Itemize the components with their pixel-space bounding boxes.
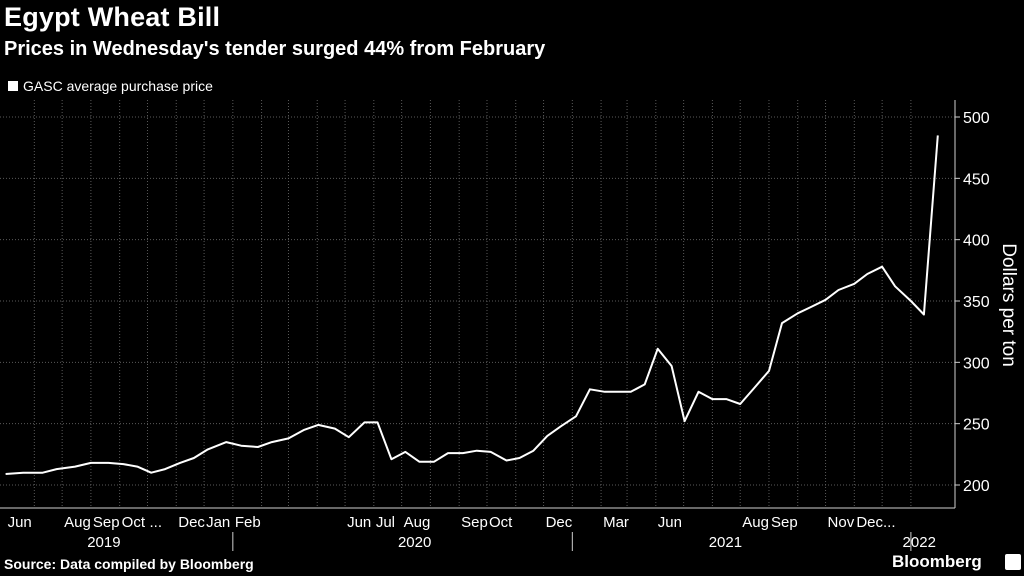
legend-swatch: [8, 81, 18, 91]
x-tick-label: Feb: [235, 514, 261, 531]
x-tick-label: Sep: [93, 514, 120, 531]
y-tick-label: 250: [963, 417, 990, 434]
y-tick-label: 350: [963, 294, 990, 311]
y-tick-label: 450: [963, 171, 990, 188]
series-line: [5, 135, 939, 475]
x-tick-label: Jun: [8, 514, 32, 531]
y-tick-label: 300: [963, 355, 990, 372]
x-tick-label: Nov: [828, 514, 855, 531]
x-year-label: 2020: [398, 534, 431, 551]
brand-logo: Bloomberg: [892, 552, 982, 571]
x-tick-label: Sep: [771, 514, 798, 531]
x-tick-label: Aug: [742, 514, 769, 531]
x-tick-label: Dec: [178, 514, 205, 531]
x-tick-label: Aug: [64, 514, 91, 531]
x-tick-label: ...: [149, 514, 162, 531]
x-tick-label: Aug: [404, 514, 431, 531]
x-tick-label: Sep: [461, 514, 488, 531]
legend: GASC average purchase price: [8, 78, 213, 94]
y-tick-label: 400: [963, 233, 990, 250]
x-tick-label: Jan: [206, 514, 230, 531]
chart-subtitle: Prices in Wednesday's tender surged 44% …: [4, 38, 546, 60]
x-tick-label: Oct: [489, 514, 513, 531]
y-tick-label: 500: [963, 110, 990, 127]
x-tick-label: Oct: [122, 514, 146, 531]
y-axis-title: Dollars per ton: [998, 243, 1019, 367]
x-year-label: 2021: [709, 534, 742, 551]
x-tick-label: Mar: [603, 514, 629, 531]
x-tick-label: Dec...: [856, 514, 895, 531]
x-year-label: 2019: [87, 534, 120, 551]
bloomberg-icon: [1005, 554, 1021, 570]
y-tick-label: 200: [963, 478, 990, 495]
legend-label: GASC average purchase price: [23, 78, 213, 94]
x-tick-label: Jun: [347, 514, 371, 531]
x-tick-label: Jun: [658, 514, 682, 531]
x-tick-label: Jul: [376, 514, 395, 531]
source-note: Source: Data compiled by Bloomberg: [4, 556, 254, 572]
chart-title: Egypt Wheat Bill: [4, 2, 221, 32]
x-tick-label: Dec: [546, 514, 573, 531]
x-year-label: 2022: [903, 534, 936, 551]
